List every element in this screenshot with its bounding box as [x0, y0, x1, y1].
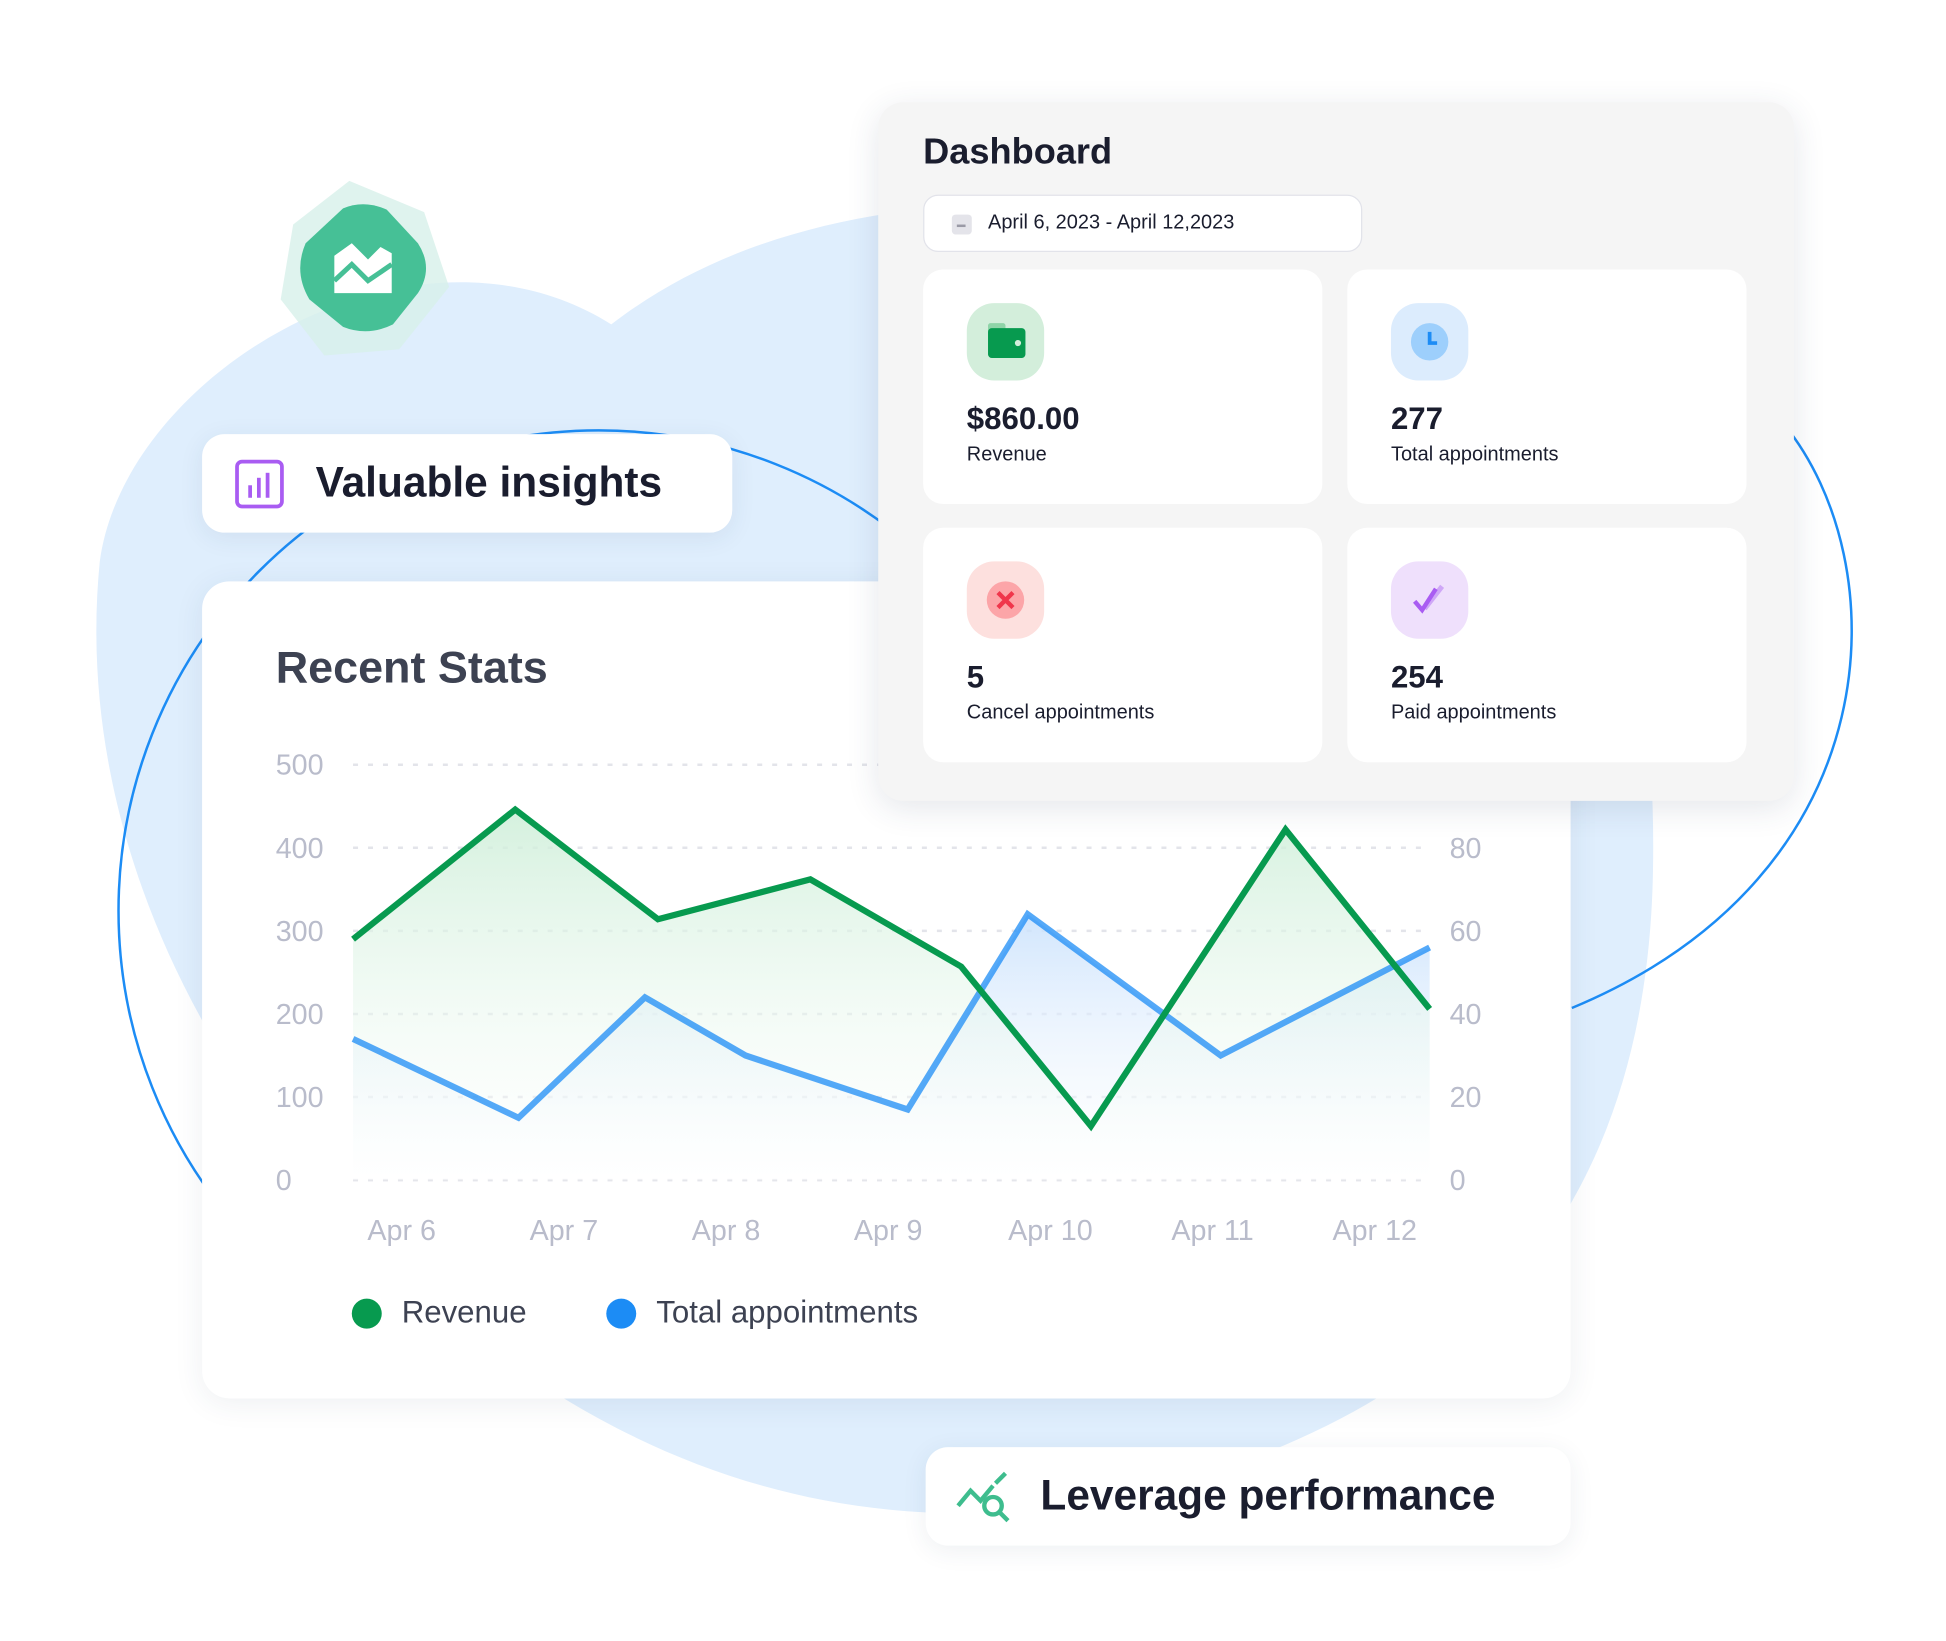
legend-appointments: Total appointments — [656, 1294, 919, 1330]
date-range-text: April 6, 2023 - April 12,2023 — [988, 212, 1235, 234]
y-left-tick: 100 — [276, 1082, 324, 1114]
legend-swatch-appointments — [606, 1298, 637, 1328]
dashboard-title: Dashboard — [923, 132, 1113, 173]
x-tick: Apr 6 — [367, 1215, 436, 1247]
double-check-icon — [1390, 561, 1469, 639]
stat-card-revenue: $860.00 Revenue — [923, 269, 1323, 504]
stat-label: Revenue — [966, 444, 1047, 466]
x-circle-icon — [966, 561, 1045, 639]
stat-value: 5 — [966, 659, 985, 695]
stat-label: Total appointments — [1390, 444, 1559, 466]
stat-value: $860.00 — [966, 401, 1080, 437]
chart-title: Recent Stats — [275, 641, 548, 693]
y-left-tick: 400 — [276, 833, 324, 865]
y-left-tick: 500 — [276, 750, 324, 782]
clock-icon — [1390, 303, 1469, 381]
date-range-picker[interactable]: April 6, 2023 - April 12,2023 — [923, 194, 1363, 252]
legend-revenue: Revenue — [401, 1294, 527, 1330]
leverage-performance-badge: Leverage performance — [925, 1447, 1571, 1546]
valuable-insights-badge: Valuable insights — [202, 434, 733, 533]
x-tick: Apr 11 — [1171, 1215, 1253, 1247]
legend-swatch-revenue — [351, 1298, 382, 1328]
chart-app-logo — [274, 175, 451, 362]
bar-chart-icon — [235, 459, 284, 508]
y-right-tick: 20 — [1450, 1082, 1482, 1114]
stat-card-cancel-appointments: 5 Cancel appointments — [923, 527, 1323, 763]
y-left-tick: 0 — [276, 1165, 292, 1197]
y-right-tick: 0 — [1450, 1165, 1466, 1197]
x-tick: Apr 10 — [1008, 1215, 1093, 1247]
stat-value: 254 — [1390, 659, 1444, 695]
line-total-appointments — [351, 909, 1432, 1122]
calendar-icon — [951, 214, 972, 235]
y-right-tick: 80 — [1450, 833, 1482, 865]
y-right-tick: 60 — [1450, 916, 1482, 948]
x-tick: Apr 7 — [530, 1215, 599, 1247]
y-right-tick: 40 — [1450, 999, 1482, 1031]
area-revenue — [353, 809, 1430, 1181]
y-left-tick: 300 — [276, 916, 324, 948]
x-tick: Apr 8 — [692, 1215, 761, 1247]
chart-legend: Revenue Total appointments — [351, 1294, 919, 1331]
stat-card-total-appointments: 277 Total appointments — [1347, 269, 1747, 504]
stats-chart: 0 100 200 300 400 500 0 20 40 60 80 Apr 6 Apr 7 Apr 8… — [276, 750, 1482, 1247]
line-revenue — [351, 805, 1433, 1132]
stat-value: 277 — [1390, 401, 1444, 437]
stat-label: Paid appointments — [1390, 702, 1557, 724]
badge-label: Valuable insights — [315, 459, 663, 507]
stat-label: Cancel appointments — [966, 702, 1155, 724]
badge-label: Leverage performance — [1040, 1472, 1496, 1520]
x-tick: Apr 9 — [854, 1215, 923, 1247]
dashboard-panel: Dashboard April 6, 2023 - April 12,2023 … — [878, 102, 1794, 801]
y-left-tick: 200 — [276, 999, 324, 1031]
trend-search-icon — [956, 1471, 1010, 1522]
wallet-icon — [966, 303, 1045, 381]
x-tick: Apr 12 — [1332, 1215, 1417, 1247]
area-chart-icon — [280, 180, 450, 356]
stat-card-paid-appointments: 254 Paid appointments — [1347, 527, 1747, 763]
